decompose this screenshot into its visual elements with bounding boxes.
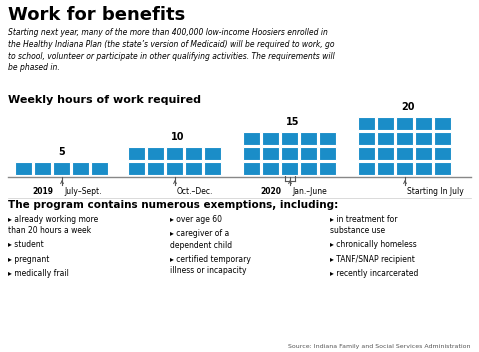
Text: ▸ certified temporary
illness or incapacity: ▸ certified temporary illness or incapac… [170, 254, 251, 275]
Text: ▸ in treatment for
substance use: ▸ in treatment for substance use [330, 215, 398, 235]
Text: Weekly hours of work required: Weekly hours of work required [8, 95, 201, 105]
Bar [282, 132, 298, 145]
Text: Starting In July: Starting In July [407, 187, 464, 196]
Bar [358, 162, 376, 175]
Bar [205, 147, 221, 160]
Bar [300, 147, 318, 160]
Text: ▸ TANF/SNAP recipient: ▸ TANF/SNAP recipient [330, 254, 415, 264]
Bar [358, 117, 376, 130]
Bar [415, 117, 433, 130]
Bar [282, 162, 298, 175]
Bar [243, 162, 261, 175]
Text: ▸ student: ▸ student [8, 240, 44, 249]
Bar [415, 147, 433, 160]
Text: Jan.–June: Jan.–June [292, 187, 327, 196]
Bar [300, 132, 318, 145]
Text: ▸ medically frail: ▸ medically frail [8, 269, 69, 278]
Bar [128, 147, 146, 160]
Text: 2020: 2020 [260, 187, 281, 196]
Text: 2019: 2019 [32, 187, 53, 196]
Bar [377, 132, 395, 145]
Text: 5: 5 [58, 147, 65, 157]
Bar [434, 132, 452, 145]
Bar [72, 162, 90, 175]
Bar [434, 117, 452, 130]
Bar [167, 162, 183, 175]
Bar [128, 162, 146, 175]
Bar [185, 162, 203, 175]
Bar [377, 117, 395, 130]
Bar [54, 162, 70, 175]
Text: ▸ chronically homeless: ▸ chronically homeless [330, 240, 417, 249]
Bar [397, 117, 413, 130]
Bar [15, 162, 33, 175]
Bar [262, 162, 280, 175]
Bar [377, 147, 395, 160]
Bar [319, 132, 337, 145]
Bar [434, 162, 452, 175]
Bar [434, 147, 452, 160]
Text: ▸ already working more
than 20 hours a week: ▸ already working more than 20 hours a w… [8, 215, 98, 235]
Bar [205, 162, 221, 175]
Text: The program contains numerous exemptions, including:: The program contains numerous exemptions… [8, 200, 338, 210]
Bar [243, 147, 261, 160]
Bar [167, 147, 183, 160]
Bar [262, 147, 280, 160]
Bar [148, 162, 164, 175]
Text: Starting next year, many of the more than 400,000 low-income Hoosiers enrolled i: Starting next year, many of the more tha… [8, 28, 335, 73]
Text: ▸ over age 60: ▸ over age 60 [170, 215, 222, 224]
Bar [319, 147, 337, 160]
Text: Oct.–Dec.: Oct.–Dec. [177, 187, 213, 196]
Bar [91, 162, 109, 175]
Bar [358, 132, 376, 145]
Bar [319, 162, 337, 175]
Text: July–Sept.: July–Sept. [64, 187, 102, 196]
Bar [415, 132, 433, 145]
Text: Source: Indiana Family and Social Services Administration: Source: Indiana Family and Social Servic… [288, 344, 471, 349]
Text: 20: 20 [401, 102, 414, 112]
Text: Work for benefits: Work for benefits [8, 6, 185, 24]
Bar [415, 162, 433, 175]
Bar [377, 162, 395, 175]
Bar [300, 162, 318, 175]
Text: ▸ recently incarcerated: ▸ recently incarcerated [330, 269, 418, 278]
Bar [185, 147, 203, 160]
Bar [148, 147, 164, 160]
Text: 10: 10 [171, 132, 184, 142]
Bar [243, 132, 261, 145]
Text: ▸ caregiver of a
dependent child: ▸ caregiver of a dependent child [170, 230, 232, 250]
Bar [397, 132, 413, 145]
Bar [397, 147, 413, 160]
Bar [34, 162, 52, 175]
Text: 15: 15 [286, 117, 299, 127]
Bar [282, 147, 298, 160]
Bar [397, 162, 413, 175]
Bar [262, 132, 280, 145]
Text: ▸ pregnant: ▸ pregnant [8, 254, 49, 264]
Bar [358, 147, 376, 160]
